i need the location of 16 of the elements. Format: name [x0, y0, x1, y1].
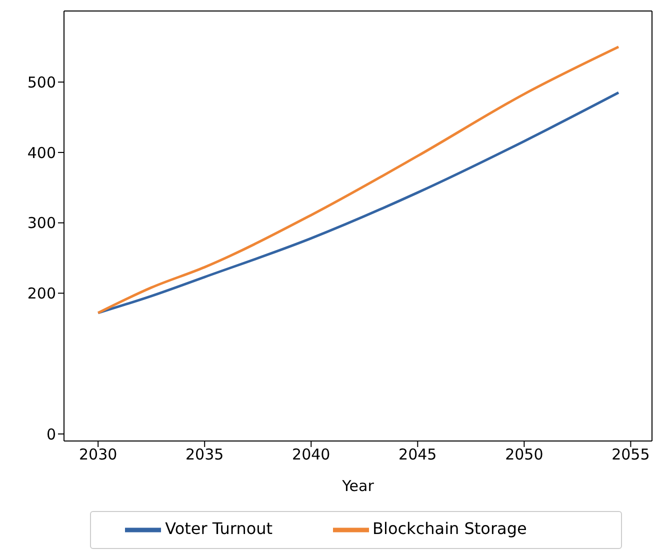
- x-tick-label: 2050: [505, 446, 544, 464]
- x-tick-label: 2035: [186, 446, 224, 464]
- x-axis-title: Year: [341, 477, 375, 495]
- y-tick-label: 200: [27, 284, 56, 303]
- line-series: [96, 91, 620, 314]
- y-tick-label: 500: [27, 73, 56, 92]
- y-tick-label: 400: [27, 144, 56, 162]
- y-tick-label: 0: [46, 425, 56, 444]
- x-tick-label: 2040: [292, 446, 330, 464]
- legend-label: Voter Turnout: [165, 519, 273, 538]
- x-tick-label: 2045: [398, 446, 437, 464]
- legend-label: Blockchain Storage: [372, 519, 527, 538]
- line-series: [96, 46, 620, 314]
- y-tick-label: 300: [27, 214, 56, 232]
- x-tick-label: 2030: [78, 446, 118, 464]
- x-tick-label: 2055: [612, 446, 650, 464]
